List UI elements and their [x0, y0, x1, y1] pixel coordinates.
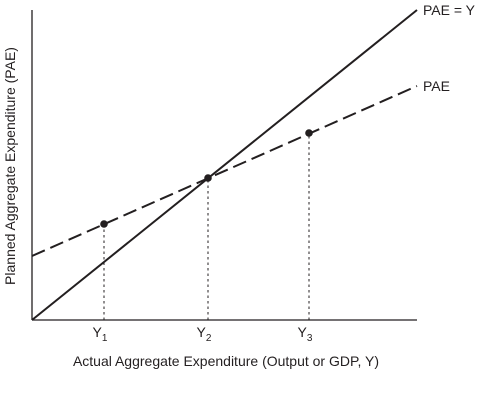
x-tick-label-3: Y3: [298, 324, 313, 344]
data-point-2: [204, 174, 212, 182]
x-tick-label-1: Y1: [93, 324, 108, 344]
series-line-pae: [31, 85, 418, 257]
series-label-pae: PAE: [423, 78, 450, 94]
series-line-pae-equals-y: [31, 9, 418, 321]
series-label-pae-equals-y: PAE = Y: [423, 2, 476, 18]
chart-labels: Actual Aggregate Expenditure (Output or …: [2, 47, 379, 369]
data-point-1: [100, 220, 108, 228]
x-axis-label: Actual Aggregate Expenditure (Output or …: [73, 353, 379, 369]
x-tick-label-2: Y2: [197, 324, 212, 344]
data-point-3: [305, 129, 313, 137]
plot-area: PAE = Y PAE Y1 Y2 Y3: [31, 2, 476, 344]
y-axis-label: Planned Aggregate Expenditure (PAE): [2, 47, 18, 285]
